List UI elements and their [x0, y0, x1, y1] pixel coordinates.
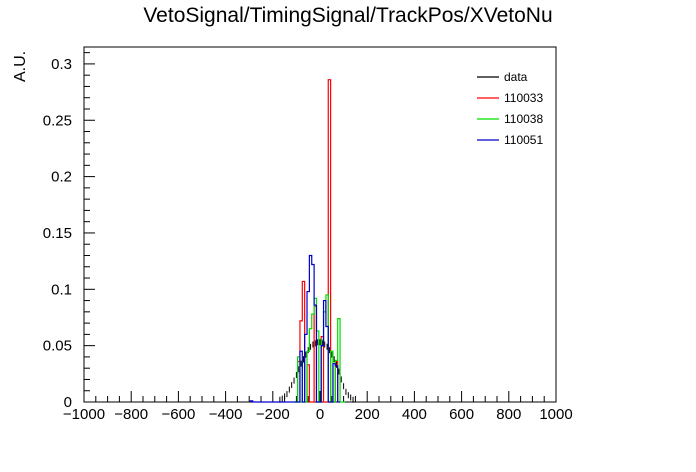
x-tick-label: −1000 — [63, 406, 105, 423]
y-tick-label: 0.15 — [43, 225, 72, 242]
y-tick-label: 0.05 — [43, 338, 72, 355]
y-tick-label: 0.25 — [43, 112, 72, 129]
y-tick-label: 0.2 — [51, 169, 72, 186]
x-tick-label: 600 — [449, 406, 474, 423]
y-tick-label: 0.1 — [51, 281, 72, 298]
x-tick-label: 1000 — [539, 406, 572, 423]
chart-title: VetoSignal/TimingSignal/TrackPos/XVetoNu — [143, 4, 553, 27]
legend-label: 110038 — [504, 112, 543, 126]
legend-label: 110051 — [504, 133, 543, 147]
x-tick-label: 200 — [355, 406, 380, 423]
y-tick-label: 0 — [64, 394, 72, 411]
x-tick-label: 0 — [316, 406, 324, 423]
y-tick-label: 0.3 — [51, 56, 72, 73]
legend-label: 110033 — [504, 91, 543, 105]
x-tick-label: 800 — [496, 406, 521, 423]
plot-frame — [83, 46, 557, 403]
series-110051-histogram — [249, 254, 341, 403]
legend-label: data — [504, 70, 528, 84]
x-tick-label: −200 — [256, 406, 290, 423]
x-tick-label: −600 — [162, 406, 196, 423]
x-tick-label: −800 — [114, 406, 148, 423]
x-tick-label: −400 — [209, 406, 243, 423]
x-tick-label: 400 — [402, 406, 427, 423]
